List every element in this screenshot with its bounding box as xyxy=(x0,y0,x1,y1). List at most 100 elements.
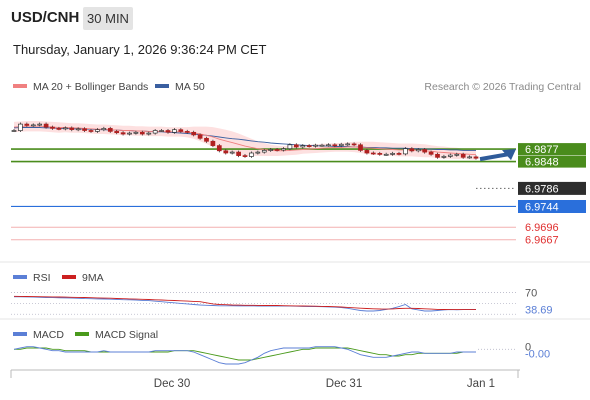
macd-panel: 0-0.00 xyxy=(13,341,550,365)
rsi-level-label: 70 xyxy=(525,287,537,299)
candle-body xyxy=(255,151,261,154)
candle-body xyxy=(236,151,241,156)
candle-body xyxy=(319,144,325,147)
rsi-legend-label: RSI xyxy=(33,272,51,284)
candle-body xyxy=(56,128,62,130)
candle-body xyxy=(422,149,428,153)
rsi-panel: 70 38.69 xyxy=(11,287,553,317)
candle-body xyxy=(107,128,113,132)
ma20-line xyxy=(13,125,477,156)
datetime-label: Thursday, January 1, 2026 9:36:24 PM CET xyxy=(13,42,267,57)
candle-body xyxy=(229,151,235,154)
macd-level-label: 0 xyxy=(525,341,531,353)
candle-body xyxy=(210,140,216,146)
candle-body xyxy=(88,130,94,132)
level-label-bg xyxy=(518,143,586,156)
candle-body xyxy=(370,152,376,155)
ma20-legend-label: MA 20 + Bollinger Bands xyxy=(33,81,148,93)
candle-body xyxy=(383,153,389,156)
candle-body xyxy=(223,150,229,154)
timeframe-button[interactable]: 30 MIN xyxy=(83,7,133,30)
candle-body xyxy=(274,149,280,151)
candle-body xyxy=(178,129,184,132)
price-legend: MA 20 + Bollinger Bands MA 50 Research ©… xyxy=(13,81,581,93)
candle-body xyxy=(191,131,197,136)
candle-body xyxy=(396,153,402,155)
ma50-legend-swatch xyxy=(155,84,169,88)
candle-body xyxy=(69,127,75,130)
candle-body xyxy=(184,131,190,133)
x-tick-label: Dec 31 xyxy=(326,378,362,390)
candle-body xyxy=(447,154,453,157)
candle-body xyxy=(351,143,357,146)
candle-body xyxy=(139,131,145,135)
rsi-9ma-legend-label: 9MA xyxy=(82,272,104,284)
candle-body xyxy=(268,149,274,151)
rsi-line xyxy=(14,296,477,312)
candle-body xyxy=(249,152,254,157)
candle-body xyxy=(133,131,139,134)
candle-body xyxy=(159,130,164,132)
level-label-bg xyxy=(518,200,586,213)
forecast-arrow xyxy=(479,152,510,162)
candle-body xyxy=(332,144,338,147)
candle-body xyxy=(306,145,312,147)
candle-body xyxy=(460,153,466,158)
ma20-legend-swatch xyxy=(13,84,27,88)
candle-body xyxy=(281,148,286,151)
candle-body xyxy=(216,145,222,152)
candle-body xyxy=(82,128,87,131)
rsi-legend: RSI 9MA xyxy=(13,272,104,284)
forecast-arrow-head xyxy=(502,149,516,161)
candle-body xyxy=(37,123,43,126)
time-axis: Dec 30 Dec 31 Jan 1 xyxy=(10,369,520,390)
level-label-6.9786: 6.9786 xyxy=(525,183,559,195)
x-tick-label: Jan 1 xyxy=(467,378,495,390)
candle-body xyxy=(358,144,363,151)
candle-body xyxy=(409,148,415,152)
symbol-title: USD/CNH xyxy=(11,9,80,26)
candle-body xyxy=(467,156,472,159)
level-label-6.9667: 6.9667 xyxy=(525,235,559,247)
level-label-6.9696: 6.9696 xyxy=(525,222,559,234)
candle-body xyxy=(197,134,203,139)
candle-body xyxy=(261,150,267,153)
candle-body xyxy=(313,144,318,147)
candle-body xyxy=(300,145,306,148)
candle-body xyxy=(50,126,55,129)
candle-body xyxy=(120,132,126,135)
macd-legend: MACD MACD Signal xyxy=(13,329,158,341)
candle-body xyxy=(43,123,49,128)
candle-body xyxy=(204,137,209,142)
level-label-6.9848: 6.9848 xyxy=(525,157,559,169)
candle-body xyxy=(403,148,408,155)
candle-body xyxy=(62,127,68,130)
candle-body xyxy=(172,129,177,133)
candle-body xyxy=(95,129,100,132)
candle-body xyxy=(127,132,132,135)
candle-body xyxy=(326,144,331,147)
candle-body xyxy=(152,130,158,134)
candle-body xyxy=(428,151,434,155)
macd-legend-swatch xyxy=(13,332,27,336)
x-tick-label: Dec 30 xyxy=(154,378,190,390)
level-label-6.9744: 6.9744 xyxy=(525,202,559,214)
candle-body xyxy=(441,156,447,158)
candle-body xyxy=(473,156,479,159)
rsi-legend-swatch xyxy=(13,275,27,279)
macd-signal-legend-swatch xyxy=(75,332,89,336)
level-label-bg xyxy=(518,181,586,195)
macd-signal-legend-label: MACD Signal xyxy=(95,329,158,341)
candle-body xyxy=(75,128,81,131)
rsi-9ma-legend-swatch xyxy=(62,275,76,279)
rsi-9ma-line xyxy=(13,295,476,311)
candle-body xyxy=(242,155,248,157)
candle-body xyxy=(345,143,351,146)
macd-legend-label: MACD xyxy=(33,329,64,341)
candle-body xyxy=(30,124,36,127)
ma50-legend-label: MA 50 xyxy=(175,81,205,93)
candle-body xyxy=(165,130,171,133)
candle-body xyxy=(114,131,120,134)
